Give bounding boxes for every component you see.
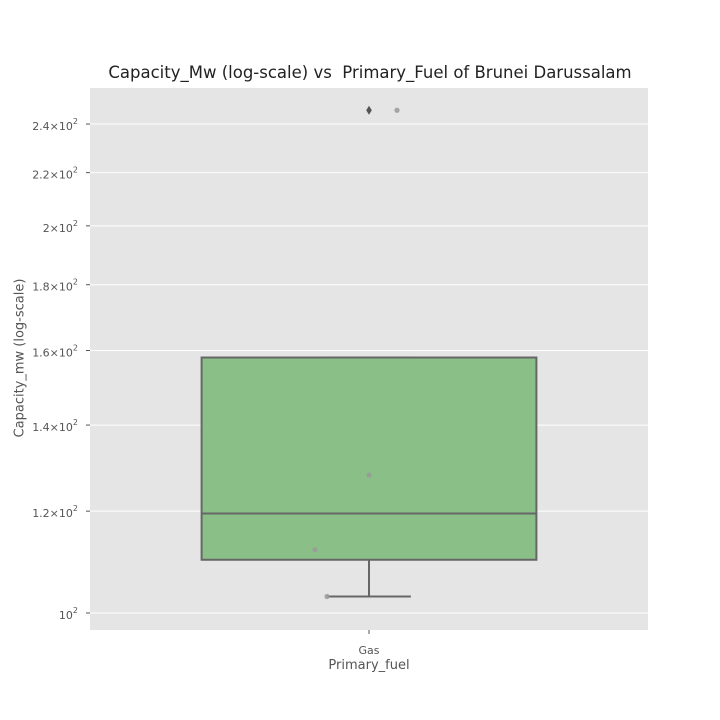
y-tick-label: 102 xyxy=(59,606,78,622)
y-tick-label: 1.6×102 xyxy=(32,343,78,359)
data-point xyxy=(324,593,330,600)
x-axis-ticks: Gas xyxy=(359,630,380,657)
y-tick-label: 2.4×102 xyxy=(32,117,78,133)
y-tick-label: 2.2×102 xyxy=(32,166,78,182)
y-axis-label: Capacity_mw (log-scale) xyxy=(12,278,28,438)
x-axis-label: Primary_fuel xyxy=(328,658,410,673)
y-tick-label: 1.4×102 xyxy=(32,418,78,434)
x-tick-label: Gas xyxy=(359,644,380,657)
y-tick-label: 1.2×102 xyxy=(32,504,78,520)
y-tick-label: 1.8×102 xyxy=(32,278,78,294)
data-point xyxy=(394,107,400,113)
y-axis-ticks: 102 1.2×102 1.4×102 1.6×102 1.8×102 2×102 2.2×… xyxy=(32,117,90,622)
chart-title: Capacity_Mw (log-scale) vs Primary_Fuel … xyxy=(108,63,632,82)
data-point xyxy=(366,472,372,478)
box-plot xyxy=(200,105,538,598)
strip-points xyxy=(312,107,400,600)
outlier-marker xyxy=(366,105,372,115)
box-iqr xyxy=(200,356,538,561)
data-point xyxy=(312,547,318,553)
y-tick-label: 2×102 xyxy=(43,219,78,235)
